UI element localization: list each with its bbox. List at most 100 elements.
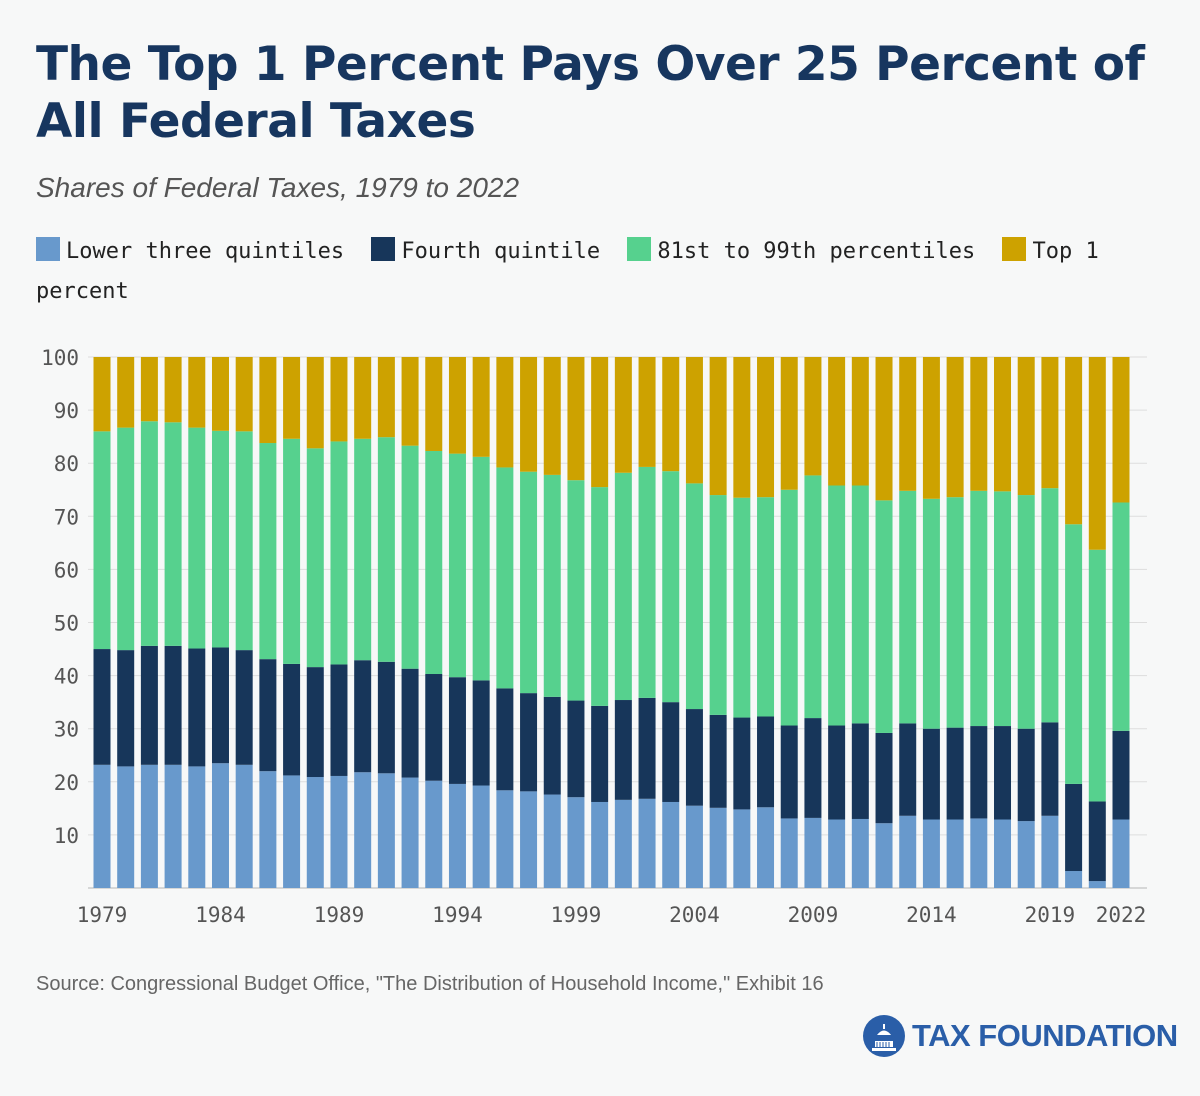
bar-segment-lower-three-quintiles-1999 [567,797,585,888]
bar-segment-lower-three-quintiles-2010 [828,819,846,888]
bar-segment-top-1-percent-1986 [259,357,277,444]
y-tick-label: 30 [54,718,79,742]
bar-segment-81st-to-99th-percentiles-2020 [1065,524,1083,784]
bar-segment-top-1-percent-1979 [93,357,111,432]
bar-segment-top-1-percent-2016 [970,357,988,491]
bar-segment-top-1-percent-2004 [685,357,703,484]
bar-segment-81st-to-99th-percentiles-2019 [1041,488,1059,723]
bar-segment-top-1-percent-1987 [283,357,301,439]
bar-segment-top-1-percent-1997 [520,357,538,472]
bar-segment-top-1-percent-2008 [780,357,798,490]
bar-segment-fourth-quintile-2004 [685,709,703,806]
chart-title: The Top 1 Percent Pays Over 25 Percent o… [36,37,1145,149]
bar-segment-lower-three-quintiles-1986 [259,771,277,888]
bar-segment-top-1-percent-2003 [662,357,680,472]
y-tick-label: 70 [54,505,79,529]
bar-segment-top-1-percent-2001 [614,357,632,473]
bar-segment-top-1-percent-2014 [922,357,940,499]
source-note: Source: Congressional Budget Office, "Th… [36,973,824,995]
bar-segment-81st-to-99th-percentiles-2008 [780,489,798,726]
bar-segment-81st-to-99th-percentiles-1984 [211,430,229,648]
bar-segment-lower-three-quintiles-2020 [1065,871,1083,888]
bar-segment-top-1-percent-1996 [496,357,514,468]
bar-segment-top-1-percent-2021 [1088,357,1106,550]
bar-segment-81st-to-99th-percentiles-2022 [1112,502,1130,731]
bar-segment-top-1-percent-1998 [543,357,561,475]
bar-segment-81st-to-99th-percentiles-2014 [922,498,940,729]
bar-segment-fourth-quintile-1988 [306,667,324,778]
legend-item-lower-three-quintiles: Lower three quintiles [36,237,344,264]
bar-segment-top-1-percent-1980 [117,357,135,428]
bar-segment-lower-three-quintiles-1980 [117,766,135,888]
bar-segment-81st-to-99th-percentiles-1997 [520,471,538,694]
bar-segment-top-1-percent-2006 [733,357,751,498]
bar-segment-top-1-percent-1982 [164,357,182,423]
bar-segment-fourth-quintile-2012 [875,732,893,824]
legend-label: Top 1 percent [36,239,1099,304]
bar-segment-fourth-quintile-1996 [496,688,514,791]
bar-segment-lower-three-quintiles-1992 [401,777,419,888]
legend-swatch [1002,237,1027,261]
bar-segment-lower-three-quintiles-2015 [946,819,964,888]
x-axis-ticks: 1979 1984 1989 1994 1999 2004 2009 2014 2019 2022 [77,903,1147,927]
bar-segment-lower-three-quintiles-2016 [970,818,988,888]
bar-segment-81st-to-99th-percentiles-2012 [875,500,893,733]
bar-segment-81st-to-99th-percentiles-2016 [970,490,988,727]
bars [93,357,1130,888]
bar-segment-81st-to-99th-percentiles-1981 [140,421,158,646]
bar-segment-fourth-quintile-2019 [1041,722,1059,816]
bar-segment-lower-three-quintiles-1994 [448,783,466,888]
x-tick-label: 1994 [432,903,483,927]
bar-segment-lower-three-quintiles-1995 [472,785,490,888]
bar-segment-81st-to-99th-percentiles-2006 [733,497,751,718]
bar-segment-fourth-quintile-2006 [733,717,751,810]
bar-segment-fourth-quintile-1993 [425,674,443,781]
y-axis-ticks: 10 20 30 40 50 60 70 80 90 100 [41,346,79,848]
bar-segment-fourth-quintile-1985 [235,650,253,765]
bar-segment-fourth-quintile-1980 [117,650,135,767]
bar-segment-fourth-quintile-1982 [164,645,182,765]
bar-segment-81st-to-99th-percentiles-2009 [804,475,822,719]
bar-segment-81st-to-99th-percentiles-1992 [401,445,419,669]
bar-segment-top-1-percent-2015 [946,357,964,498]
legend-swatch [36,237,60,261]
tax-foundation-logo: TAX FOUNDATION [862,1014,1178,1058]
bar-segment-fourth-quintile-2008 [780,725,798,819]
bar-segment-top-1-percent-1989 [330,357,348,442]
x-tick-label: 2022 [1096,903,1147,927]
bar-segment-lower-three-quintiles-1983 [188,766,206,888]
bar-segment-fourth-quintile-2017 [994,726,1012,820]
bar-segment-lower-three-quintiles-2022 [1112,819,1130,888]
bar-segment-lower-three-quintiles-2021 [1088,881,1106,888]
y-tick-label: 10 [54,824,79,848]
bar-segment-fourth-quintile-2009 [804,718,822,818]
bar-segment-top-1-percent-2011 [851,357,869,486]
bar-segment-81st-to-99th-percentiles-1982 [164,422,182,646]
bar-segment-fourth-quintile-2021 [1088,801,1106,882]
bar-segment-lower-three-quintiles-1984 [211,763,229,888]
bar-segment-top-1-percent-2022 [1112,357,1130,503]
bar-segment-81st-to-99th-percentiles-2011 [851,485,869,724]
bar-segment-81st-to-99th-percentiles-1995 [472,456,490,681]
bar-segment-lower-three-quintiles-2008 [780,818,798,888]
x-tick-label: 2004 [669,903,720,927]
bar-segment-81st-to-99th-percentiles-2018 [1017,495,1035,729]
legend-swatch [627,237,652,261]
bar-segment-lower-three-quintiles-2019 [1041,815,1059,888]
bar-segment-fourth-quintile-2003 [662,702,680,802]
bar-segment-81st-to-99th-percentiles-2017 [994,491,1012,727]
bar-segment-top-1-percent-1985 [235,357,253,432]
bar-segment-fourth-quintile-1979 [93,649,111,765]
bar-segment-81st-to-99th-percentiles-1994 [448,453,466,678]
bar-segment-top-1-percent-2013 [899,357,917,491]
bar-segment-fourth-quintile-2011 [851,723,869,819]
capitol-dome-icon [863,1015,905,1057]
x-tick-label: 2009 [788,903,839,927]
x-tick-label: 1984 [195,903,246,927]
bar-segment-lower-three-quintiles-2002 [638,798,656,888]
bar-segment-lower-three-quintiles-1982 [164,764,182,888]
legend-item-81st-to-99th: 81st to 99th percentiles [627,237,975,264]
y-tick-label: 20 [54,771,79,795]
bar-segment-fourth-quintile-2010 [828,725,846,820]
y-tick-label: 100 [41,346,79,370]
